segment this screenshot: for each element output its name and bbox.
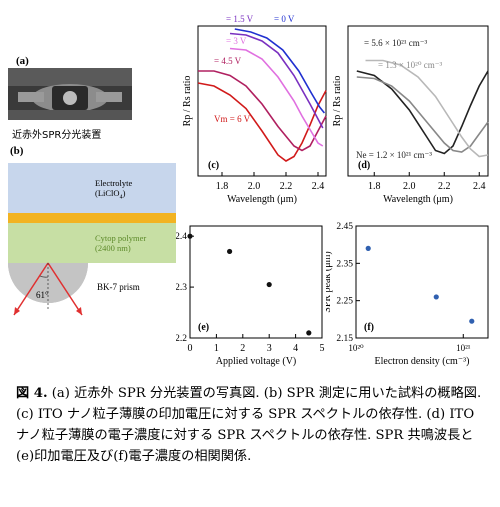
cytop-label: Cytop polymer (2400 nm) xyxy=(95,233,147,253)
incident-beam xyxy=(13,262,49,316)
data-point xyxy=(469,318,475,324)
x-tick-label: 2.4 xyxy=(312,181,325,192)
chart-f-density-peak: 10²⁰ 10²¹ 2.15 2.25 2.35 2.45 Electron density… xyxy=(326,222,489,367)
x-tick-label: 1 xyxy=(214,343,219,354)
layer-ito-film xyxy=(8,213,176,223)
plot-frame xyxy=(189,225,323,339)
series-annotation: = 1.5 V xyxy=(226,14,254,24)
layer-electrolyte xyxy=(8,163,176,213)
series-annotation: Ne = 1.2 × 10²¹ cm⁻³ xyxy=(356,150,432,160)
panel-label: (f) xyxy=(364,322,374,333)
x-tick-label: 3 xyxy=(267,343,272,354)
panel-label: (e) xyxy=(198,322,209,333)
x-axis-label: Electron density (cm⁻³) xyxy=(375,356,470,367)
x-tick-label: 10²⁰ xyxy=(348,343,364,353)
data-point xyxy=(306,330,312,336)
x-tick-label: 2.2 xyxy=(438,181,451,192)
y-tick-label: 2.4 xyxy=(176,232,187,242)
y-tick-label: 2.15 xyxy=(336,334,353,344)
photo-caption: 近赤外SPR分光装置 xyxy=(12,130,102,141)
chart-d-density-spectra: 1.8 2.0 2.2 2.4 Wavelength (μm) Rp / Rs ratio… xyxy=(332,25,489,205)
series-annotation: = 5.6 × 10²¹ cm⁻³ xyxy=(364,38,428,48)
electrolyte-sub: (LiClO4) xyxy=(95,188,126,201)
figure-label: 図 4. xyxy=(16,386,48,401)
series-annotation: = 0 V xyxy=(274,14,295,24)
reflected-beam xyxy=(47,262,83,316)
x-tick-label: 1.8 xyxy=(368,181,381,192)
y-axis-label: SPR peak (μm) xyxy=(326,251,333,312)
prism-schematic xyxy=(8,262,88,316)
x-axis-label: Applied voltage (V) xyxy=(216,356,297,367)
x-tick-label: 2.0 xyxy=(248,181,261,192)
series-annotation: Vm = 6 V xyxy=(214,114,251,124)
series-line-45v xyxy=(198,70,327,152)
x-tick-label: 2.2 xyxy=(280,181,293,192)
y-tick-label: 2.45 xyxy=(336,222,353,232)
y-tick-label: 2.2 xyxy=(176,334,187,344)
x-tick-label: 5 xyxy=(320,343,325,354)
series-line-15v xyxy=(229,32,324,129)
data-point xyxy=(187,233,193,239)
x-tick-label: 2.4 xyxy=(473,181,486,192)
series-line-561021cm3 xyxy=(356,70,489,155)
x-tick-label: 2.0 xyxy=(403,181,416,192)
y-axis-label: Rp / Rs ratio xyxy=(332,76,343,127)
panel-label: (d) xyxy=(358,160,370,171)
y-tick-label: 2.3 xyxy=(176,283,187,293)
prism-label: BK-7 prism xyxy=(97,282,140,292)
ito-film-label: ITO NP film xyxy=(95,213,138,223)
panel-b-label: (b) xyxy=(10,145,24,157)
data-point xyxy=(433,294,439,300)
series-line-0v xyxy=(234,28,326,114)
plot-frame xyxy=(355,225,489,339)
plot-frame xyxy=(197,25,327,177)
x-tick-label: 1.8 xyxy=(216,181,229,192)
data-point xyxy=(266,281,272,288)
data-point xyxy=(227,248,233,255)
series-annotation: = 1.3 × 10²⁰ cm⁻³ xyxy=(378,60,442,70)
series-line-131020cm3 xyxy=(365,59,489,158)
series-line-6v xyxy=(197,82,327,162)
x-axis-label: Wavelength (μm) xyxy=(227,194,297,205)
chart-c-voltage-spectra: 1.8 2.0 2.2 2.4 Wavelength (μm) Rp / Rs ratio… xyxy=(182,14,327,205)
panel-a-label: (a) xyxy=(16,55,29,67)
angle-label: 61° xyxy=(36,290,49,300)
series-annotation: = 3 V xyxy=(226,36,247,46)
series-line-121021cm3 xyxy=(356,76,489,153)
data-point xyxy=(365,245,371,251)
layer-cytop xyxy=(8,223,176,263)
x-tick-label: 2 xyxy=(240,343,245,354)
y-axis-label: Rp / Rs ratio xyxy=(182,76,193,127)
x-axis-label: Wavelength (μm) xyxy=(383,194,453,205)
x-tick-label: 4 xyxy=(293,343,298,354)
y-tick-label: 2.25 xyxy=(336,297,353,307)
photo-spr-apparatus xyxy=(8,68,132,120)
y-tick-label: 2.35 xyxy=(336,259,353,269)
x-tick-label: 0 xyxy=(188,343,193,354)
plot-frame xyxy=(347,25,489,177)
series-annotation: = 4.5 V xyxy=(214,56,242,66)
series-line-3v xyxy=(229,47,324,147)
figure-caption: 図 4. (a) 近赤外 SPR 分光装置の写真図. (b) SPR 測定に用い… xyxy=(16,383,486,467)
panel-label: (c) xyxy=(208,160,219,171)
x-tick-label: 10²¹ xyxy=(456,343,471,353)
caption-text: (a) 近赤外 SPR 分光装置の写真図. (b) SPR 測定に用いた試料の概… xyxy=(16,386,482,464)
electrolyte-label: Electrolyte (LiClO4) xyxy=(95,178,133,201)
